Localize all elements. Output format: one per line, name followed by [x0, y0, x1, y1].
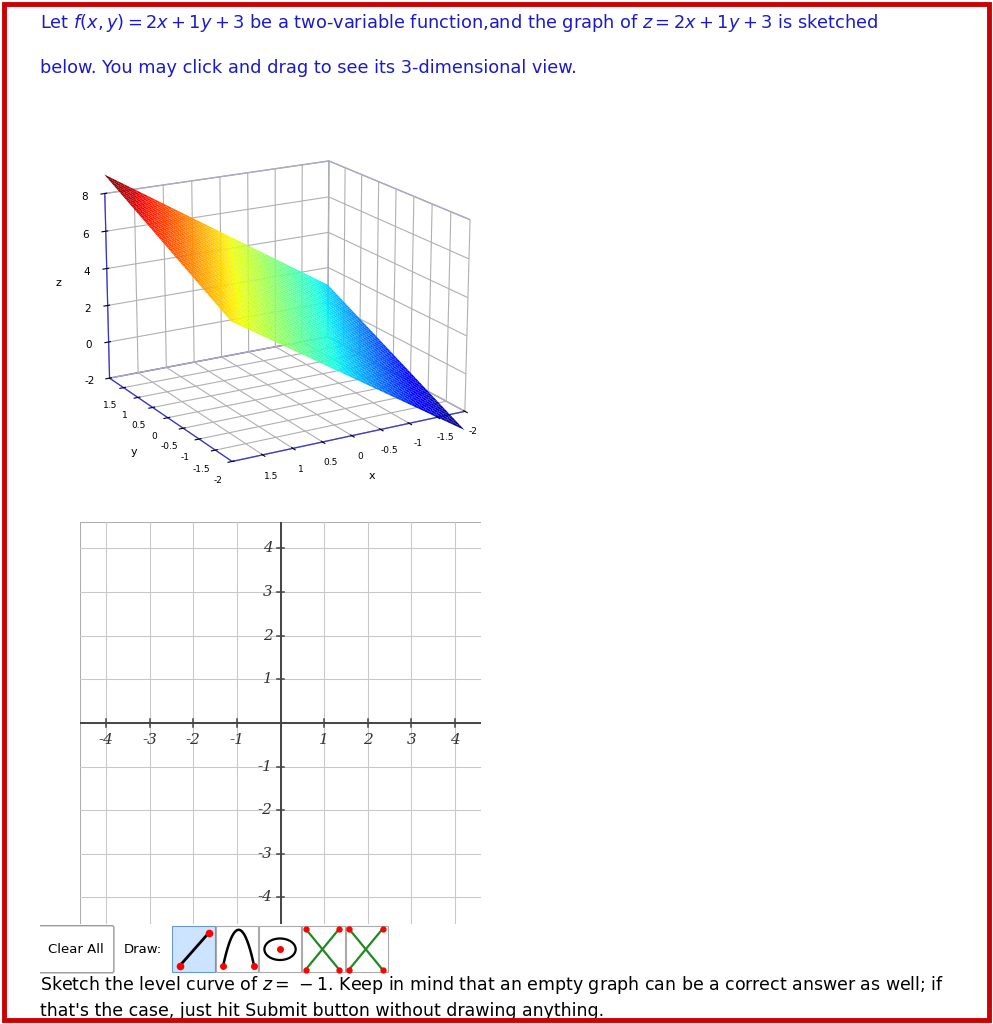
Text: 2: 2 — [362, 732, 372, 746]
FancyBboxPatch shape — [38, 926, 114, 973]
Text: Let $f(x, y) = 2x + 1y + 3$ be a two-variable function,and the graph of $z = 2x : Let $f(x, y) = 2x + 1y + 3$ be a two-var… — [40, 12, 878, 34]
Text: -1: -1 — [258, 760, 273, 773]
Text: that's the case, just hit Submit button without drawing anything.: that's the case, just hit Submit button … — [40, 1001, 604, 1020]
Text: 4: 4 — [450, 732, 460, 746]
Text: 3: 3 — [263, 585, 273, 599]
Text: 3: 3 — [406, 732, 416, 746]
FancyBboxPatch shape — [346, 926, 388, 973]
FancyBboxPatch shape — [259, 926, 301, 973]
Text: -2: -2 — [186, 732, 201, 746]
X-axis label: x: x — [369, 471, 375, 481]
Text: Draw:: Draw: — [124, 943, 162, 955]
Text: Clear All: Clear All — [48, 943, 103, 955]
Text: -3: -3 — [142, 732, 157, 746]
Text: -4: -4 — [98, 732, 113, 746]
Text: below. You may click and drag to see its 3-dimensional view.: below. You may click and drag to see its… — [40, 59, 577, 77]
Text: 1: 1 — [263, 673, 273, 686]
FancyBboxPatch shape — [215, 926, 258, 973]
FancyBboxPatch shape — [302, 926, 345, 973]
Text: 4: 4 — [263, 542, 273, 555]
Y-axis label: y: y — [131, 446, 137, 457]
Text: 1: 1 — [320, 732, 329, 746]
FancyBboxPatch shape — [172, 926, 214, 973]
Text: 2: 2 — [263, 629, 273, 643]
Text: -2: -2 — [258, 803, 273, 817]
Text: -1: -1 — [229, 732, 244, 746]
Text: -3: -3 — [258, 847, 273, 861]
Text: -4: -4 — [258, 891, 273, 904]
Text: Sketch the level curve of $z =\,-1$. Keep in mind that an empty graph can be a c: Sketch the level curve of $z =\,-1$. Kee… — [40, 974, 944, 995]
